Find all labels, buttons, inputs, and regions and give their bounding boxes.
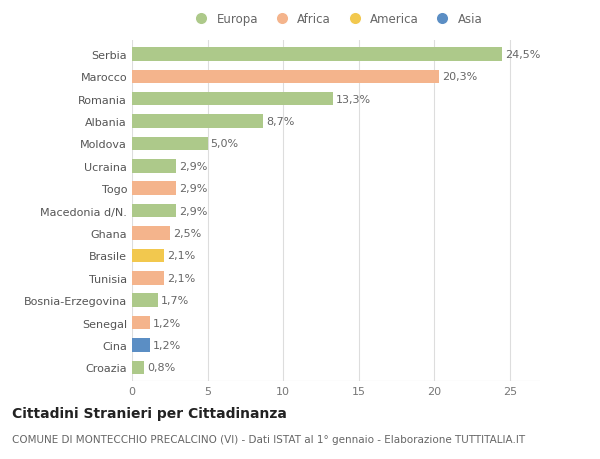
Text: 20,3%: 20,3% xyxy=(442,72,477,82)
Text: 2,9%: 2,9% xyxy=(179,206,207,216)
Bar xyxy=(132,361,144,374)
Text: 0,8%: 0,8% xyxy=(147,363,175,373)
Bar xyxy=(132,204,176,218)
Text: 2,9%: 2,9% xyxy=(179,162,207,172)
Bar xyxy=(132,70,439,84)
Bar xyxy=(132,182,176,196)
Text: 1,2%: 1,2% xyxy=(153,340,181,350)
Text: 1,7%: 1,7% xyxy=(161,296,189,306)
Text: 2,9%: 2,9% xyxy=(179,184,207,194)
Text: 13,3%: 13,3% xyxy=(336,95,371,104)
Text: 2,1%: 2,1% xyxy=(167,273,195,283)
Text: 8,7%: 8,7% xyxy=(266,117,295,127)
Text: 1,2%: 1,2% xyxy=(153,318,181,328)
Bar xyxy=(132,271,164,285)
Text: 2,5%: 2,5% xyxy=(173,229,201,239)
Text: 24,5%: 24,5% xyxy=(505,50,541,60)
Bar xyxy=(132,137,208,151)
Text: Cittadini Stranieri per Cittadinanza: Cittadini Stranieri per Cittadinanza xyxy=(12,406,287,420)
Bar xyxy=(132,160,176,173)
Text: COMUNE DI MONTECCHIO PRECALCINO (VI) - Dati ISTAT al 1° gennaio - Elaborazione T: COMUNE DI MONTECCHIO PRECALCINO (VI) - D… xyxy=(12,434,525,444)
Bar xyxy=(132,115,263,129)
Text: 2,1%: 2,1% xyxy=(167,251,195,261)
Bar xyxy=(132,227,170,240)
Bar xyxy=(132,48,502,62)
Bar xyxy=(132,249,164,263)
Legend: Europa, Africa, America, Asia: Europa, Africa, America, Asia xyxy=(185,8,487,31)
Text: 5,0%: 5,0% xyxy=(211,139,239,149)
Bar xyxy=(132,93,333,106)
Bar xyxy=(132,294,158,307)
Bar xyxy=(132,316,150,330)
Bar xyxy=(132,338,150,352)
